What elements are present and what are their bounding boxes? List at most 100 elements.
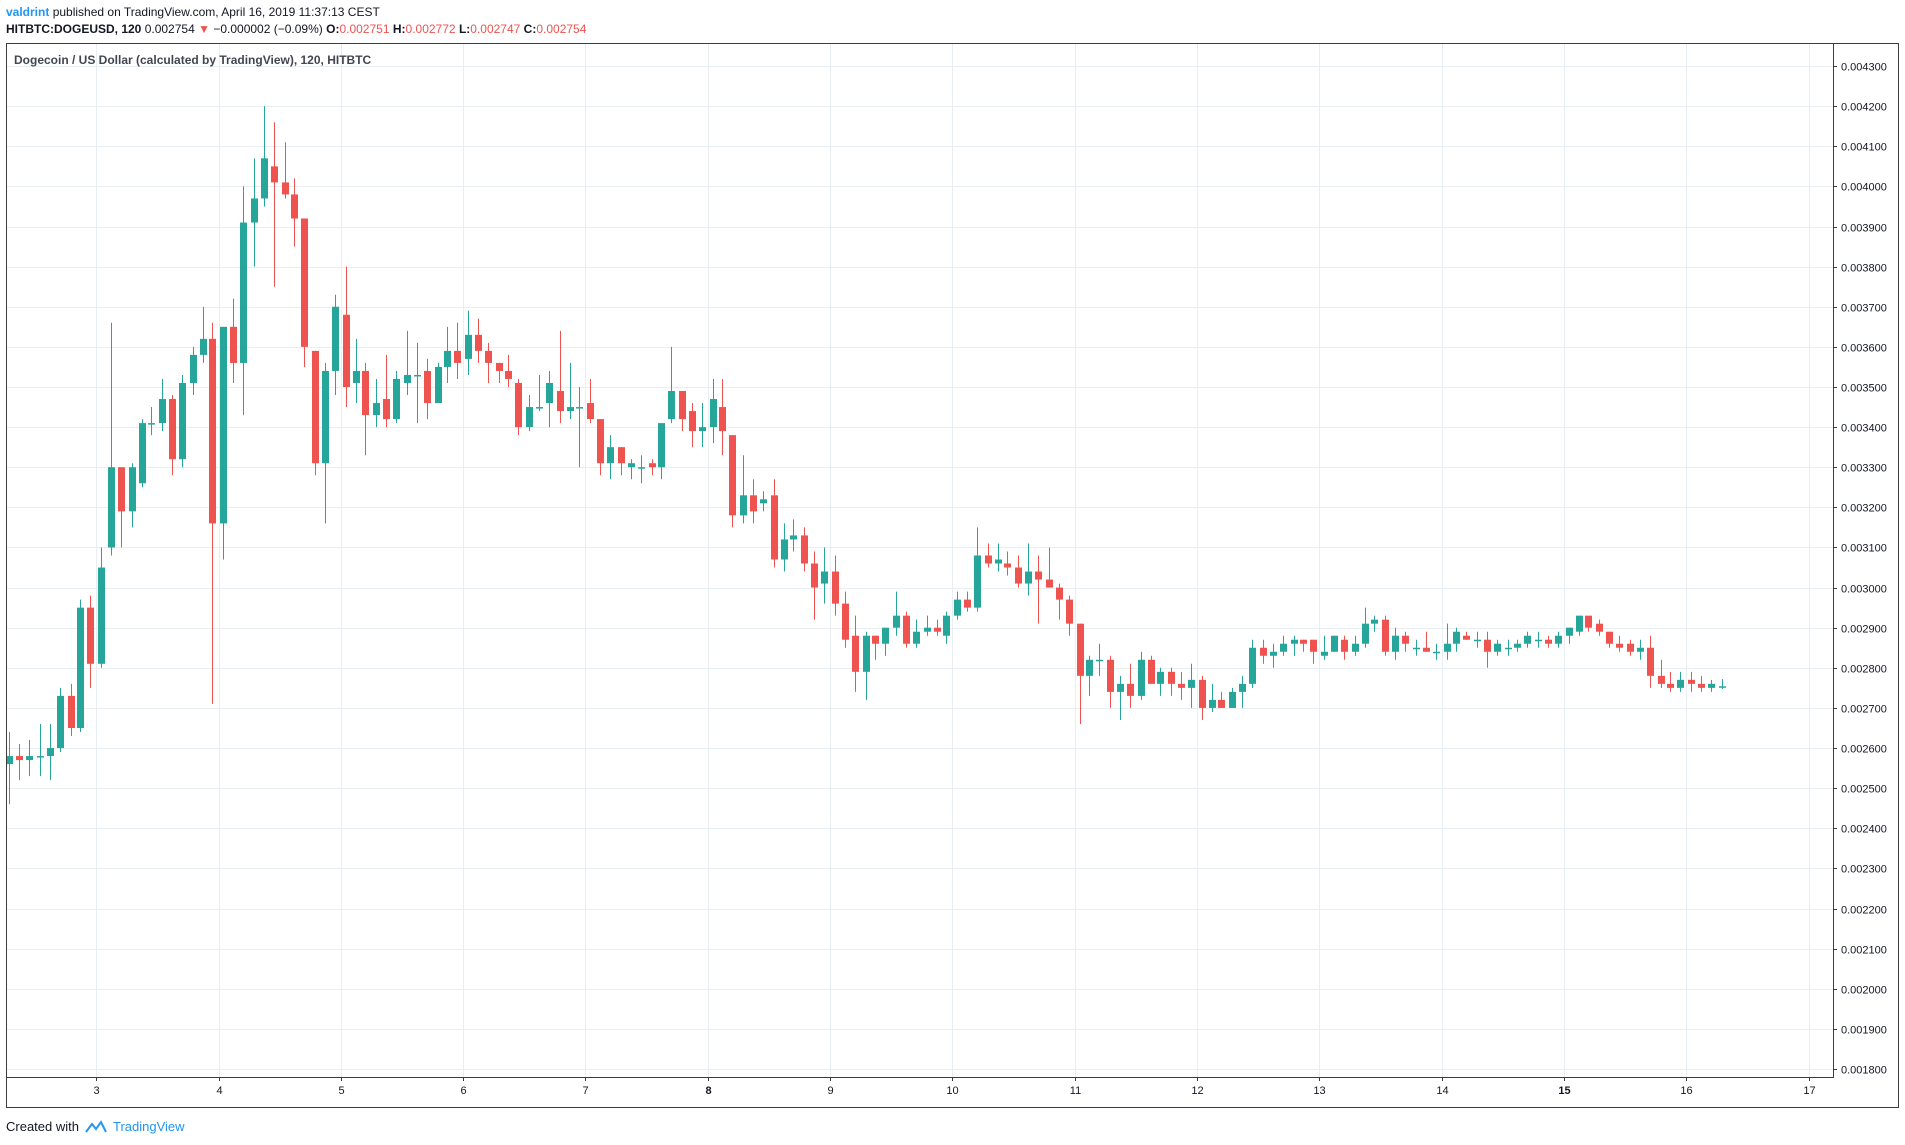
x-tick-label: 5 — [338, 1085, 344, 1097]
candle-down — [1382, 619, 1389, 652]
candle-down — [1004, 563, 1011, 568]
y-tick-label: 0.003400 — [1841, 423, 1887, 435]
candle-down — [1148, 659, 1155, 684]
candle-up — [913, 631, 920, 644]
candle-down — [719, 407, 726, 432]
candle-down — [934, 627, 941, 632]
candle-down — [903, 615, 910, 644]
x-tick-label: 3 — [93, 1085, 99, 1097]
y-tick-label: 0.004100 — [1841, 142, 1887, 154]
candle-up — [435, 366, 442, 404]
candle-up — [1719, 686, 1726, 688]
candle-down — [618, 447, 625, 464]
x-tick-label: 6 — [460, 1085, 466, 1097]
y-tick-label: 0.003100 — [1841, 543, 1887, 555]
candle-up — [393, 378, 400, 420]
candle-down — [597, 419, 604, 464]
candle-up — [98, 567, 105, 664]
candle-up — [77, 607, 84, 728]
candle-down — [872, 635, 879, 644]
y-tick-label: 0.003000 — [1841, 584, 1887, 596]
candle-up — [200, 338, 207, 355]
candle-up — [1249, 647, 1256, 684]
candle-down — [230, 326, 237, 363]
last-price: 0.002754 — [144, 22, 195, 36]
candle-up — [1138, 659, 1145, 696]
candle-up — [1362, 623, 1369, 644]
down-arrow-icon: ▼ — [198, 22, 210, 36]
low-label: L: — [458, 22, 471, 36]
x-tick-label: 8 — [705, 1085, 711, 1097]
candle-down — [1688, 679, 1695, 684]
chart-title: Dogecoin / US Dollar (calculated by Trad… — [14, 53, 372, 67]
candle-down — [475, 334, 482, 351]
candlestick-chart[interactable]: 0.001800 0.001900 0.002000 0.002100 0.002200… — [7, 44, 1898, 1107]
candle-up — [1392, 635, 1399, 652]
high-label: H: — [392, 22, 406, 36]
candle-down — [750, 495, 757, 512]
candle-down — [1616, 643, 1623, 648]
candle-up — [190, 354, 197, 383]
quote-bar: HITBTC:DOGEUSD, 120 0.002754 ▼ −0.000002… — [6, 21, 586, 37]
candle-up — [332, 306, 339, 371]
open-label: O: — [326, 22, 340, 36]
candle-up — [740, 495, 747, 516]
candle-down — [964, 599, 971, 608]
price-change: −0.000002 (−0.09%) — [213, 22, 323, 36]
x-tick-label: 16 — [1680, 1085, 1692, 1097]
symbol-label[interactable]: HITBTC:DOGEUSD, 120 — [6, 22, 142, 36]
candle-up — [1086, 659, 1093, 676]
tradingview-brand-link[interactable]: TradingView — [112, 1119, 185, 1134]
candle-up — [465, 334, 472, 359]
candle-up — [536, 407, 543, 409]
x-tick-label: 13 — [1313, 1085, 1325, 1097]
x-tick-label: 12 — [1191, 1085, 1203, 1097]
candle-down — [1484, 639, 1491, 652]
footer: Created with TradingView — [6, 1116, 185, 1138]
y-tick-label: 0.003900 — [1841, 223, 1887, 235]
candle-down — [209, 338, 216, 524]
candle-down — [985, 555, 992, 564]
candle-up — [781, 539, 788, 560]
candle-down — [1178, 683, 1185, 688]
x-tick-label: 10 — [946, 1085, 958, 1097]
candle-down — [282, 182, 289, 195]
candle-up — [220, 326, 227, 524]
candle-up — [668, 391, 675, 420]
low-value: 0.002747 — [470, 22, 521, 36]
y-tick-label: 0.003500 — [1841, 383, 1887, 395]
candle-up — [710, 399, 717, 428]
candle-up — [1444, 643, 1451, 652]
candle-down — [811, 563, 818, 588]
candle-down — [1606, 631, 1613, 644]
candle-up — [1433, 651, 1440, 654]
chart-frame — [6, 43, 1899, 1108]
candle-up — [863, 635, 870, 672]
candle-up — [567, 407, 574, 412]
candle-up — [1280, 643, 1287, 652]
candle-down — [1199, 679, 1206, 708]
candle-up — [882, 627, 889, 644]
candle-down — [312, 350, 319, 464]
candle-down — [1585, 615, 1592, 628]
author-link[interactable]: valdrint — [6, 5, 50, 19]
tradingview-logo-icon — [85, 1120, 107, 1133]
x-tick-label: 14 — [1436, 1085, 1448, 1097]
candle-down — [1035, 571, 1042, 580]
candle-down — [1402, 635, 1409, 644]
candle-up — [790, 535, 797, 540]
candle-up — [179, 382, 186, 460]
candle-up — [1524, 635, 1531, 644]
candle-down — [1667, 683, 1674, 688]
candle-up — [108, 467, 115, 548]
candle-down — [1310, 639, 1317, 652]
candle-up — [760, 499, 767, 504]
y-tick-label: 0.003200 — [1841, 503, 1887, 515]
candle-up — [1209, 699, 1216, 708]
candle-up — [261, 158, 268, 199]
candle-down — [1056, 587, 1063, 600]
y-tick-label: 0.001900 — [1841, 1025, 1887, 1037]
candle-up — [638, 467, 645, 469]
y-tick-label: 0.002700 — [1841, 704, 1887, 716]
candle-down — [454, 350, 461, 363]
